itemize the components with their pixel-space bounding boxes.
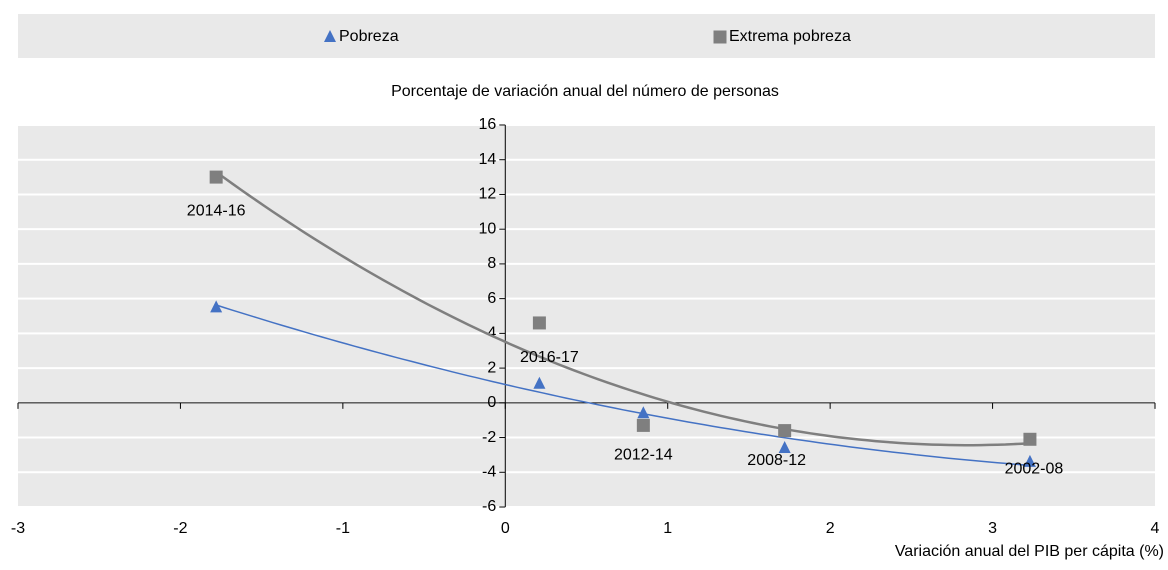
y-tick-label: 6: [487, 290, 496, 307]
x-tick-label: 2: [826, 520, 835, 537]
point-label: 2008-12: [747, 452, 806, 469]
point-label: 2012-14: [614, 447, 673, 464]
x-tick-label: 3: [988, 520, 997, 537]
data-point: [209, 170, 223, 184]
y-tick-label: 10: [478, 220, 496, 237]
trendline: [215, 304, 1030, 467]
x-tick-label: -2: [173, 520, 187, 537]
x-tick-label: -3: [11, 520, 25, 537]
data-point: [636, 418, 650, 432]
legend-marker: [324, 30, 336, 42]
data-point: [532, 316, 546, 330]
data-point: [1023, 454, 1036, 467]
legend-background: [18, 14, 1155, 58]
y-tick-label: -2: [482, 429, 496, 446]
legend-label: Extrema pobreza: [729, 28, 851, 45]
data-point: [1023, 432, 1037, 446]
y-tick-label: 8: [487, 255, 496, 272]
data-point: [778, 424, 792, 438]
y-tick-label: 12: [478, 186, 496, 203]
point-label: 2016-17: [520, 349, 579, 366]
data-point: [533, 376, 546, 389]
x-axis-title: Variación anual del PIB per cápita (%): [895, 543, 1164, 560]
trendline: [215, 170, 1030, 447]
x-tick-label: 4: [1151, 520, 1160, 537]
data-point: [210, 300, 223, 313]
legend-marker: [713, 30, 727, 44]
y-axis-title: Porcentaje de variación anual del número…: [391, 83, 779, 100]
y-tick-label: -6: [482, 498, 496, 515]
legend-label: Pobreza: [339, 28, 399, 45]
x-tick-label: 1: [663, 520, 672, 537]
y-tick-label: 2: [487, 359, 496, 376]
y-tick-label: 4: [487, 325, 496, 342]
plot-background: [18, 125, 1155, 507]
point-label: 2002-08: [1005, 461, 1064, 478]
point-label: 2014-16: [187, 202, 246, 219]
x-tick-label: -1: [336, 520, 350, 537]
x-tick-label: 0: [501, 520, 510, 537]
y-tick-label: 16: [478, 116, 496, 133]
y-tick-label: 14: [478, 151, 496, 168]
data-point: [637, 406, 650, 419]
data-point: [778, 440, 791, 453]
y-tick-label: -4: [482, 463, 496, 480]
